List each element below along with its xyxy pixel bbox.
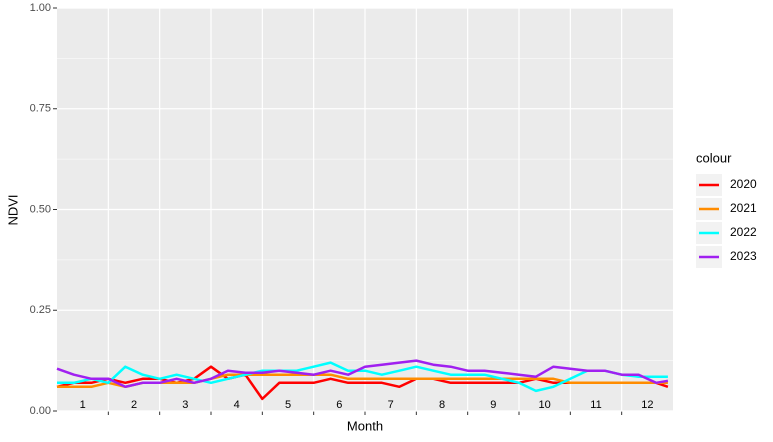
y-axis-label: NDVI (5, 194, 20, 225)
y-tick-label: 0.00 (30, 405, 51, 417)
x-tick-label: 12 (641, 399, 653, 411)
x-tick-label: 2 (131, 399, 137, 411)
legend-label: 2021 (730, 201, 757, 215)
series-line (56, 359, 669, 389)
y-tick-label: 1.00 (30, 2, 51, 14)
series-line (57, 361, 668, 393)
x-tick-label: 4 (234, 399, 240, 411)
x-tick-label: 3 (182, 399, 188, 411)
x-tick-label: 1 (80, 399, 86, 411)
legend-label: 2022 (730, 225, 757, 239)
y-tick-label: 0.25 (30, 304, 51, 316)
x-tick-label: 11 (590, 399, 601, 411)
legend-title: colour (696, 150, 732, 165)
x-tick-label: 7 (388, 399, 394, 411)
x-tick-label: 10 (539, 399, 551, 411)
x-tick-label: 6 (336, 399, 342, 411)
y-tick-label: 0.50 (30, 203, 51, 215)
y-tick-label: 0.75 (30, 103, 51, 115)
x-tick-label: 8 (439, 399, 445, 411)
x-axis-label: Month (347, 418, 383, 433)
x-tick-label: 5 (285, 399, 291, 411)
legend-label: 2023 (730, 249, 757, 263)
legend-label: 2020 (730, 177, 757, 191)
x-tick-label: 9 (490, 399, 496, 411)
